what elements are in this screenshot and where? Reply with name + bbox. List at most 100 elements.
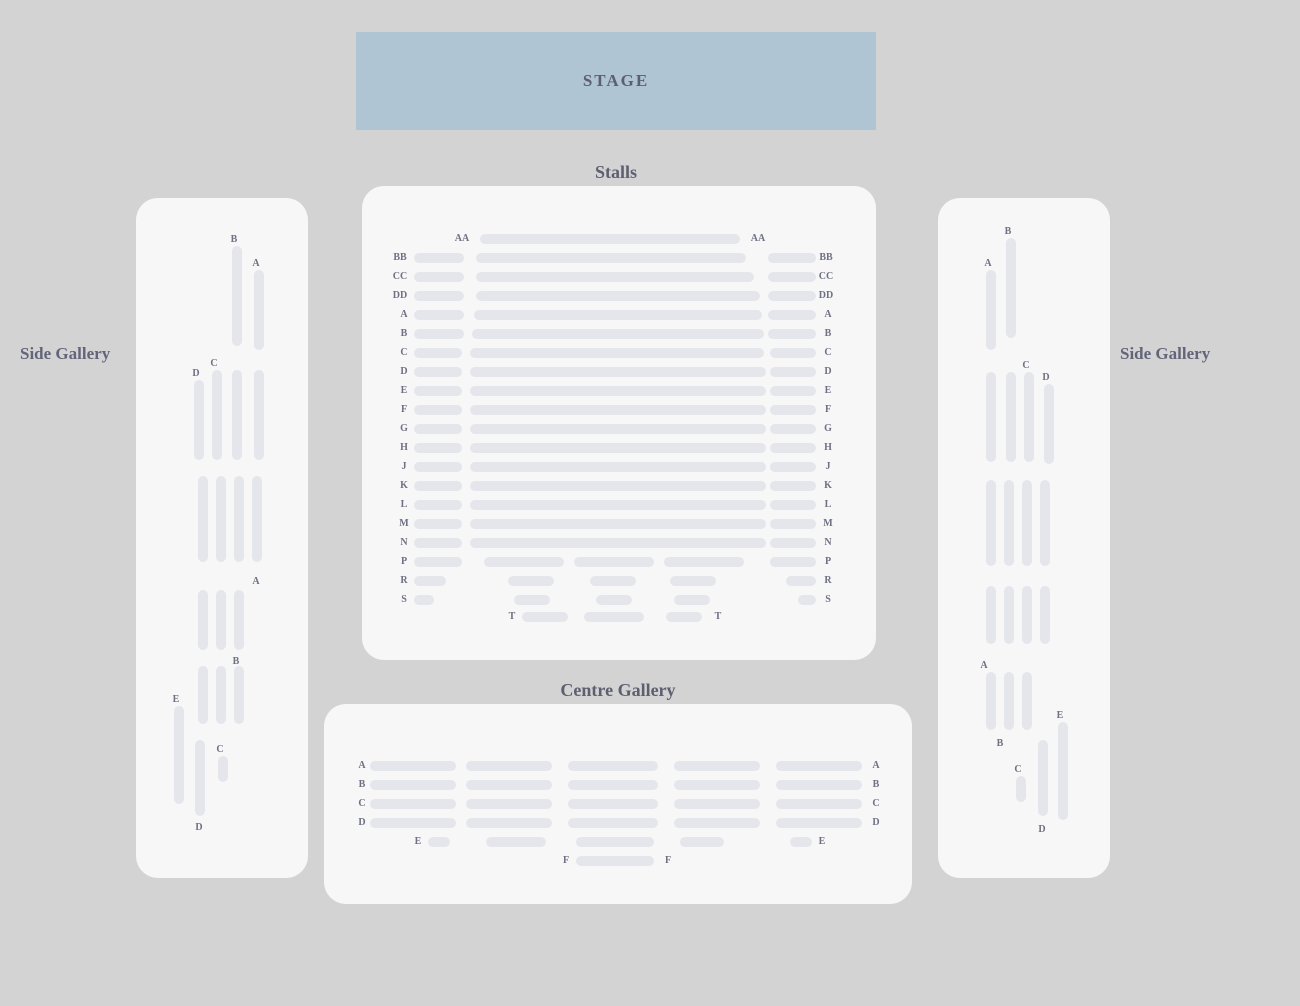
side-left-seat-column[interactable] (216, 666, 226, 724)
stalls-seat-block[interactable] (414, 291, 464, 301)
side-right-seat-column[interactable] (1024, 372, 1034, 462)
stalls-seat-block[interactable] (470, 481, 766, 491)
centre-seat-block[interactable] (680, 837, 724, 847)
stalls-seat-block[interactable] (414, 576, 446, 586)
stalls-seat-block[interactable] (476, 253, 746, 263)
stalls-seat-block[interactable] (522, 612, 568, 622)
side-right-seat-column[interactable] (1016, 776, 1026, 802)
side-right-seat-column[interactable] (1022, 586, 1032, 644)
stalls-seat-block[interactable] (414, 348, 462, 358)
stalls-seat-block[interactable] (470, 538, 766, 548)
stalls-seat-block[interactable] (474, 310, 762, 320)
stalls-seat-block[interactable] (770, 443, 816, 453)
stalls-seat-block[interactable] (470, 348, 764, 358)
stalls-seat-block[interactable] (664, 557, 744, 567)
stalls-seat-block[interactable] (470, 500, 766, 510)
side-left-seat-column[interactable] (254, 270, 264, 350)
stalls-seat-block[interactable] (414, 462, 462, 472)
side-left-seat-column[interactable] (198, 476, 208, 562)
side-left-seat-column[interactable] (234, 590, 244, 650)
side-left-seat-column[interactable] (216, 476, 226, 562)
centre-seat-block[interactable] (568, 799, 658, 809)
side-left-seat-column[interactable] (216, 590, 226, 650)
stalls-seat-block[interactable] (414, 367, 462, 377)
stalls-seat-block[interactable] (768, 310, 816, 320)
stalls-seat-block[interactable] (584, 612, 644, 622)
centre-seat-block[interactable] (674, 818, 760, 828)
stalls-seat-block[interactable] (674, 595, 710, 605)
stalls-seat-block[interactable] (414, 557, 462, 567)
side-right-seat-column[interactable] (1022, 480, 1032, 566)
stalls-seat-block[interactable] (476, 291, 760, 301)
side-right-seat-column[interactable] (1004, 586, 1014, 644)
stalls-seat-block[interactable] (508, 576, 554, 586)
centre-seat-block[interactable] (370, 799, 456, 809)
stalls-seat-block[interactable] (768, 329, 816, 339)
stalls-seat-block[interactable] (770, 348, 816, 358)
side-right-seat-column[interactable] (986, 586, 996, 644)
stalls-seat-block[interactable] (414, 272, 464, 282)
side-left-seat-column[interactable] (198, 666, 208, 724)
side-left-seat-column[interactable] (198, 590, 208, 650)
centre-seat-block[interactable] (576, 856, 654, 866)
stalls-seat-block[interactable] (470, 462, 766, 472)
side-right-seat-column[interactable] (1004, 480, 1014, 566)
stalls-seat-block[interactable] (414, 500, 462, 510)
stalls-seat-block[interactable] (574, 557, 654, 567)
stalls-seat-block[interactable] (470, 386, 766, 396)
stalls-seat-block[interactable] (768, 291, 816, 301)
stalls-seat-block[interactable] (476, 272, 754, 282)
stalls-seat-block[interactable] (470, 367, 766, 377)
stalls-seat-block[interactable] (480, 234, 740, 244)
side-left-seat-column[interactable] (232, 370, 242, 460)
side-left-seat-column[interactable] (212, 370, 222, 460)
centre-seat-block[interactable] (674, 761, 760, 771)
centre-seat-block[interactable] (568, 780, 658, 790)
stalls-seat-block[interactable] (798, 595, 816, 605)
centre-seat-block[interactable] (776, 799, 862, 809)
stalls-seat-block[interactable] (470, 424, 766, 434)
centre-seat-block[interactable] (466, 799, 552, 809)
side-right-seat-column[interactable] (1006, 372, 1016, 462)
stalls-seat-block[interactable] (414, 481, 462, 491)
side-left-seat-column[interactable] (254, 370, 264, 460)
side-left-seat-column[interactable] (195, 740, 205, 816)
centre-seat-block[interactable] (776, 818, 862, 828)
side-right-seat-column[interactable] (986, 672, 996, 730)
stalls-seat-block[interactable] (770, 500, 816, 510)
stalls-seat-block[interactable] (472, 329, 764, 339)
side-left-seat-column[interactable] (174, 706, 184, 804)
stalls-seat-block[interactable] (666, 612, 702, 622)
side-right-seat-column[interactable] (986, 480, 996, 566)
stalls-seat-block[interactable] (484, 557, 564, 567)
side-right-seat-column[interactable] (1044, 384, 1054, 464)
stalls-seat-block[interactable] (770, 538, 816, 548)
side-right-seat-column[interactable] (1040, 586, 1050, 644)
stalls-seat-block[interactable] (770, 367, 816, 377)
stalls-seat-block[interactable] (414, 424, 462, 434)
centre-seat-block[interactable] (568, 761, 658, 771)
stalls-seat-block[interactable] (414, 386, 462, 396)
stalls-seat-block[interactable] (414, 538, 462, 548)
stalls-seat-block[interactable] (414, 405, 462, 415)
side-left-seat-column[interactable] (234, 476, 244, 562)
stalls-seat-block[interactable] (414, 253, 464, 263)
stalls-seat-block[interactable] (414, 310, 464, 320)
side-left-seat-column[interactable] (232, 246, 242, 346)
side-left-seat-column[interactable] (252, 476, 262, 562)
stalls-seat-block[interactable] (770, 557, 816, 567)
stalls-seat-block[interactable] (670, 576, 716, 586)
stalls-seat-block[interactable] (596, 595, 632, 605)
centre-seat-block[interactable] (466, 780, 552, 790)
stalls-seat-block[interactable] (414, 329, 464, 339)
stalls-seat-block[interactable] (770, 405, 816, 415)
stalls-seat-block[interactable] (770, 519, 816, 529)
side-right-seat-column[interactable] (1004, 672, 1014, 730)
centre-seat-block[interactable] (576, 837, 654, 847)
side-right-seat-column[interactable] (1040, 480, 1050, 566)
side-left-seat-column[interactable] (234, 666, 244, 724)
centre-seat-block[interactable] (466, 761, 552, 771)
centre-seat-block[interactable] (370, 780, 456, 790)
centre-seat-block[interactable] (776, 761, 862, 771)
side-right-seat-column[interactable] (1022, 672, 1032, 730)
